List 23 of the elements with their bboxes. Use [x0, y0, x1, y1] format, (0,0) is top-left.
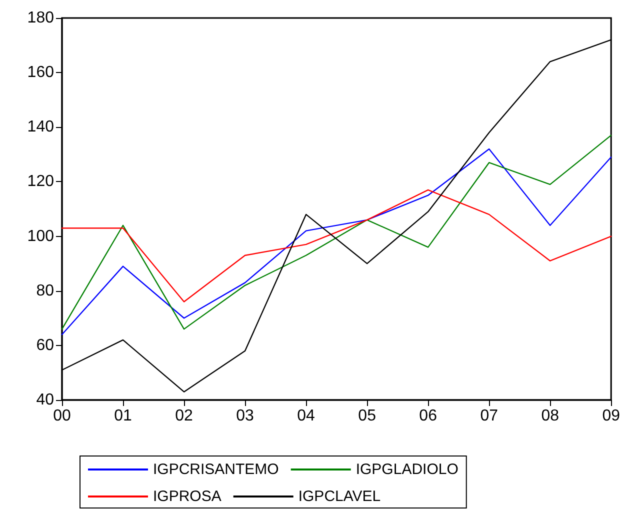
line-series — [61, 189, 612, 302]
x-tick-label: 03 — [236, 408, 254, 424]
y-tick-label: 40 — [36, 392, 54, 408]
y-tick-label: 80 — [36, 282, 54, 300]
x-tick-label: 04 — [297, 408, 316, 424]
y-tick-label: 120 — [27, 173, 54, 190]
y-tick-label: 180 — [27, 10, 54, 26]
x-tick-label: 00 — [53, 408, 71, 424]
legend-label: IGPGLADIOLO — [356, 461, 458, 478]
x-tick-label: 09 — [602, 408, 620, 424]
y-tick-label: 100 — [27, 228, 54, 245]
x-tick-label: 06 — [419, 408, 438, 424]
legend-label: IGPROSA — [153, 488, 222, 505]
y-tick-label: 160 — [27, 64, 54, 82]
x-tick-label: 01 — [114, 408, 132, 424]
y-tick-label: 140 — [27, 118, 54, 136]
legend-label: IGPCRISANTEMO — [153, 461, 279, 478]
x-tick-label: 02 — [175, 408, 194, 424]
x-tick-label: 05 — [358, 408, 376, 424]
legend-label: IGPCLAVEL — [298, 488, 381, 505]
x-tick-label: 08 — [541, 408, 560, 424]
x-tick-label: 07 — [480, 408, 498, 424]
y-tick-label: 60 — [36, 336, 54, 354]
